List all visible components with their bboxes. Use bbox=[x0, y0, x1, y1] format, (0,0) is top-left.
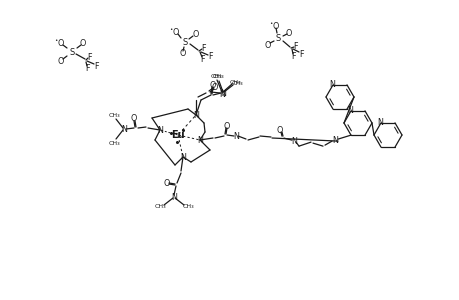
Text: N: N bbox=[121, 124, 127, 134]
Text: S: S bbox=[275, 34, 280, 43]
Text: O: O bbox=[224, 122, 230, 130]
Text: Eu: Eu bbox=[171, 130, 185, 140]
Text: S: S bbox=[182, 38, 187, 46]
Text: N: N bbox=[218, 89, 224, 98]
Text: O: O bbox=[272, 22, 279, 31]
Text: F: F bbox=[299, 50, 303, 58]
Text: O: O bbox=[264, 40, 271, 50]
Text: N: N bbox=[179, 152, 185, 161]
Text: N: N bbox=[157, 125, 162, 134]
Text: F: F bbox=[200, 55, 205, 64]
Text: F: F bbox=[202, 44, 206, 52]
Text: •: • bbox=[169, 26, 172, 32]
Text: CH₃: CH₃ bbox=[229, 80, 241, 85]
Text: CH₃: CH₃ bbox=[108, 140, 119, 146]
Text: F: F bbox=[95, 61, 99, 70]
Text: N: N bbox=[219, 88, 225, 98]
Text: O: O bbox=[276, 126, 283, 135]
Text: •: • bbox=[54, 38, 57, 43]
Text: N: N bbox=[328, 80, 334, 89]
Text: O: O bbox=[58, 56, 64, 65]
Text: S: S bbox=[69, 47, 74, 56]
Text: O: O bbox=[58, 38, 64, 47]
Text: N: N bbox=[346, 106, 352, 116]
Text: O: O bbox=[173, 28, 179, 37]
Text: O: O bbox=[163, 178, 170, 188]
Text: O: O bbox=[209, 80, 216, 89]
Text: F: F bbox=[88, 52, 92, 62]
Text: CH₃: CH₃ bbox=[210, 74, 221, 79]
Text: CH₃: CH₃ bbox=[212, 74, 224, 79]
Text: O: O bbox=[211, 82, 218, 91]
Text: N: N bbox=[376, 118, 382, 127]
Text: N: N bbox=[233, 131, 238, 140]
Text: O: O bbox=[130, 113, 137, 122]
Text: O: O bbox=[192, 29, 199, 38]
Text: N: N bbox=[291, 136, 297, 146]
Text: N: N bbox=[331, 136, 337, 145]
Text: F: F bbox=[293, 41, 297, 50]
Text: •: • bbox=[269, 20, 272, 26]
Text: CH₃: CH₃ bbox=[154, 205, 165, 209]
Text: F: F bbox=[85, 64, 90, 73]
Text: O: O bbox=[179, 49, 186, 58]
Text: N: N bbox=[171, 193, 177, 202]
Text: O: O bbox=[80, 38, 86, 47]
Text: N: N bbox=[193, 110, 198, 119]
Text: F: F bbox=[291, 52, 296, 61]
Text: CH₃: CH₃ bbox=[108, 112, 119, 118]
Text: F: F bbox=[208, 52, 213, 61]
Text: CH₃: CH₃ bbox=[182, 205, 193, 209]
Text: O: O bbox=[285, 28, 291, 38]
Text: N: N bbox=[196, 136, 202, 145]
Text: CH₃: CH₃ bbox=[231, 80, 242, 86]
